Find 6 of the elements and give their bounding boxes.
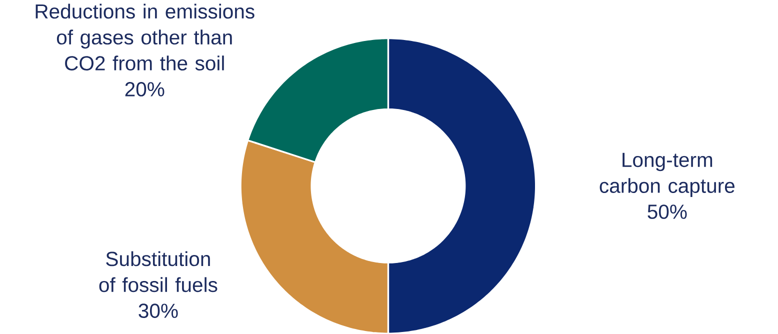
slice-label: Reductions in emissions of gases other than CO2 from the soil <box>36 4 254 70</box>
data-label: 20% <box>125 82 164 96</box>
data-label: 50% <box>648 204 687 219</box>
slice-label: Long-term carbon capture <box>600 152 734 197</box>
data-label: 30% <box>138 303 178 318</box>
slice-label: Substitution of fossil fuels <box>99 251 218 292</box>
